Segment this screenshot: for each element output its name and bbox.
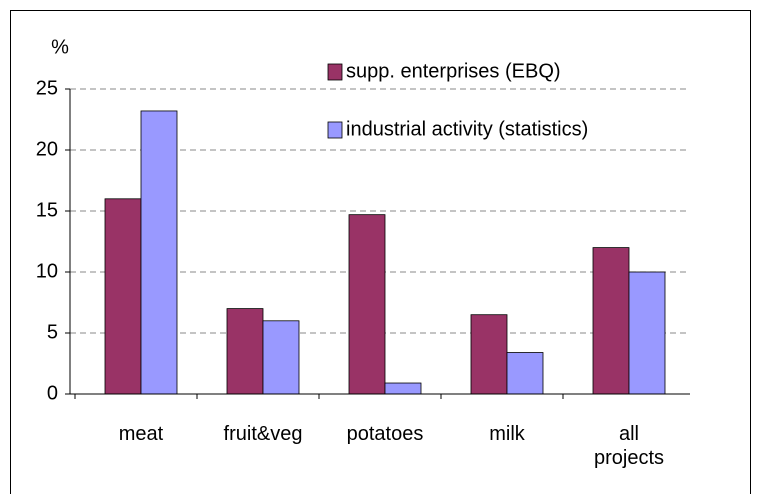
frame — [10, 10, 751, 494]
bar — [104, 198, 142, 395]
legend-swatch — [327, 121, 343, 139]
legend-label: supp. enterprises (EBQ) — [346, 60, 561, 82]
x-tick-label: potatoes — [346, 423, 424, 445]
y-tick-label: 20 — [36, 138, 58, 160]
y-tick-label: 15 — [36, 199, 58, 221]
bar — [348, 214, 386, 395]
bar — [262, 320, 300, 395]
legend-swatch — [327, 63, 343, 81]
y-axis-label: % — [51, 36, 69, 58]
bar — [226, 308, 264, 395]
bar — [470, 314, 508, 395]
bar — [140, 110, 178, 395]
x-tick-label: fruit&veg — [223, 423, 303, 445]
legend-label: industrial activity (statistics) — [346, 118, 588, 140]
bar — [384, 382, 422, 395]
y-tick-label: 25 — [36, 77, 58, 99]
bar — [628, 271, 666, 395]
x-tick-label: milk — [489, 423, 525, 445]
y-tick-label: 5 — [47, 321, 58, 343]
x-tick-label: all projects — [593, 423, 665, 469]
bar — [592, 247, 630, 395]
y-tick-label: 10 — [36, 260, 58, 282]
x-tick-label: meat — [118, 423, 164, 445]
y-tick-label: 0 — [47, 382, 58, 404]
bar — [506, 352, 544, 395]
